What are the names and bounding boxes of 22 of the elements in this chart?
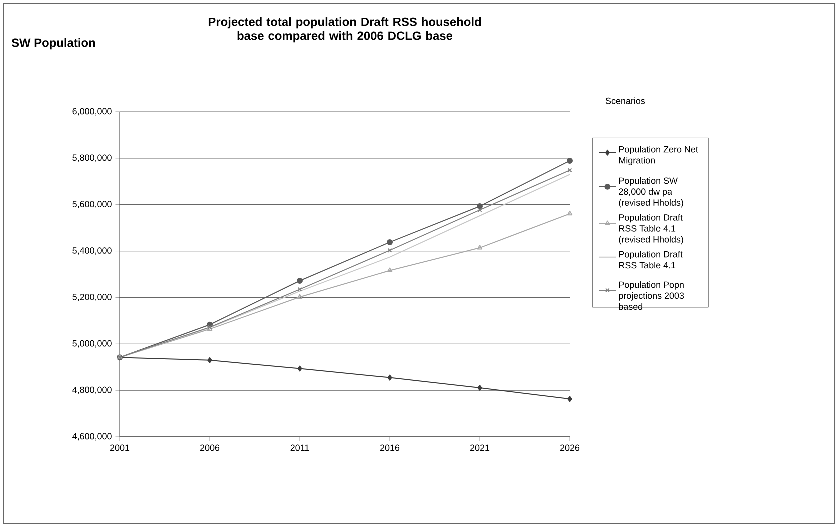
legend-label: Population Popn projections 2003 based — [619, 282, 684, 310]
x-tick-label: 2016 — [380, 444, 400, 452]
y-tick-label: 5,200,000 — [72, 294, 112, 302]
y-tick-label: 6,000,000 — [72, 108, 112, 116]
legend-label: Population SW 28,000 dw pa (revised Hholds) — [619, 177, 684, 208]
y-tick-label: 4,800,000 — [72, 386, 112, 394]
x-tick-label: 2021 — [470, 444, 490, 452]
y-tick-label: 5,800,000 — [72, 154, 112, 162]
x-tick-label: 2011 — [290, 444, 310, 452]
y-tick-label: 4,600,000 — [72, 433, 112, 441]
legend-title: Scenarios — [606, 98, 646, 104]
legend-label: Population Draft RSS Table 4.1 — [619, 251, 683, 269]
y-tick-label: 5,000,000 — [72, 340, 112, 348]
x-tick-label: 2026 — [560, 444, 580, 452]
x-tick-label: 2006 — [200, 444, 220, 452]
x-tick-label: 2001 — [110, 444, 130, 452]
chart-title: Projected total population Draft RSS household base compared with 2006 DCLG base — [208, 18, 482, 43]
y-axis-title: SW Population — [12, 38, 96, 50]
legend-label: Population Draft RSS Table 4.1 (revised Hholds) — [619, 214, 684, 245]
legend-label: Population Zero Net Migration — [619, 146, 698, 166]
y-tick-label: 5,600,000 — [72, 201, 112, 209]
y-tick-label: 5,400,000 — [72, 248, 112, 255]
